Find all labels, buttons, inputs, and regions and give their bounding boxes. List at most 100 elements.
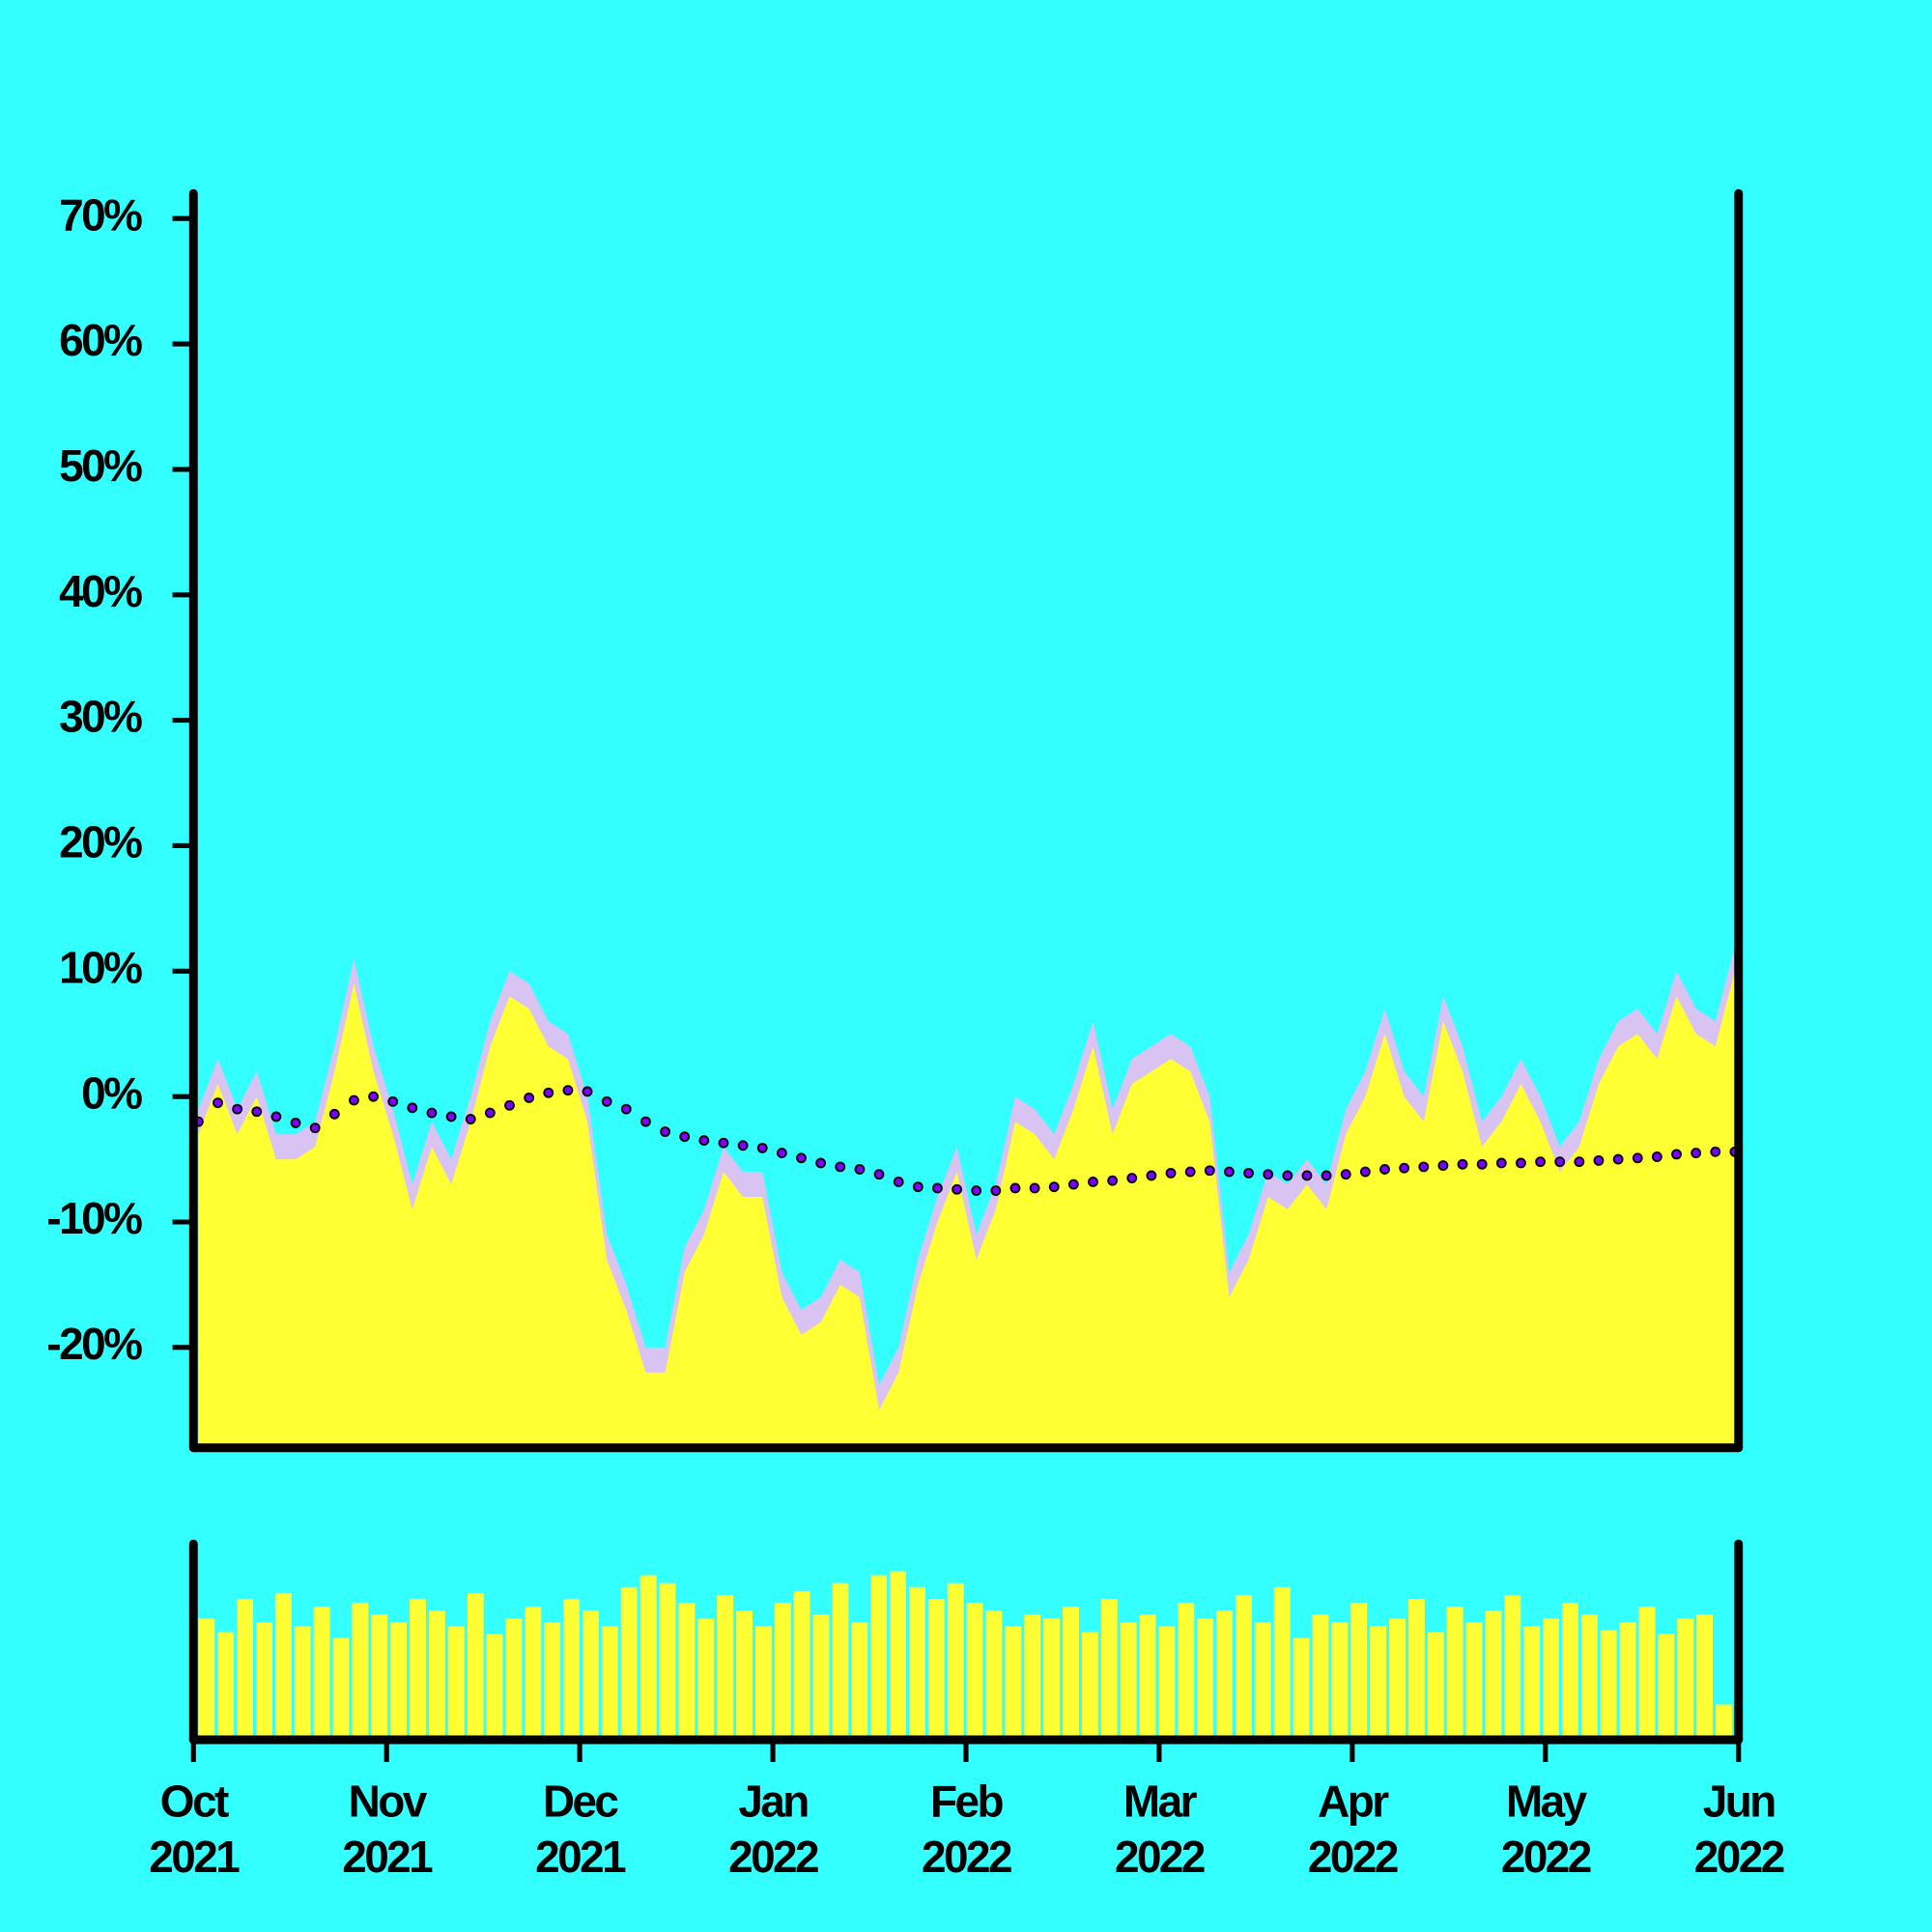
volume-bar [870,1575,888,1741]
average-dot [640,1116,651,1127]
volume-bar [1120,1622,1137,1741]
average-dot [815,1157,827,1169]
volume-bar [525,1606,542,1741]
average-dot [1107,1175,1119,1186]
average-dot [1457,1158,1468,1170]
average-dot [679,1131,691,1143]
volume-bar [410,1599,426,1741]
volume-bar [620,1586,638,1741]
average-dot [1263,1169,1274,1180]
volume-bar [1696,1614,1714,1741]
volume-bar [639,1575,657,1741]
average-dot [1204,1165,1215,1177]
average-dot [309,1122,321,1134]
average-dot [620,1103,632,1115]
average-dot [1029,1182,1040,1194]
price-panel: -20% -10% 0% 10% 20% 30% 40% 50% 60% 70% [46,189,1741,1448]
x-tick-label: 2021 [535,1832,626,1882]
volume-bar [1561,1603,1578,1741]
volume-bar [390,1622,408,1741]
volume-bar [1504,1594,1521,1741]
average-dot [756,1142,768,1153]
x-tick-label: 2022 [1694,1832,1784,1882]
volume-bar [851,1622,868,1741]
average-dot [270,1111,282,1122]
y-tick-label: 20% [59,817,142,867]
average-dot [796,1152,807,1164]
x-tick-label: Oct [160,1776,229,1827]
x-tick-label: 2022 [728,1832,818,1882]
average-dot [290,1118,301,1128]
y-tick-label: 0% [81,1067,142,1118]
volume-bar [1063,1606,1079,1741]
average-dot [1516,1157,1526,1169]
volume-bar [659,1582,676,1741]
y-tick-label: 40% [59,566,142,616]
x-tick-label: May [1506,1776,1588,1827]
volume-bar [1139,1614,1156,1741]
y-tick-label: 10% [59,942,142,992]
average-dot [893,1177,904,1187]
volume-bar [1081,1632,1098,1741]
x-tick-label: 2022 [1115,1832,1205,1882]
average-dot [1184,1166,1196,1178]
volume-bar [467,1592,484,1741]
average-dot [952,1183,962,1195]
average-dot [407,1102,418,1114]
average-dot [543,1087,554,1098]
average-dot [1437,1160,1449,1171]
average-dot [1399,1162,1410,1174]
average-dot [835,1161,846,1173]
volume-bar [1312,1614,1329,1741]
volume-bar [1024,1614,1041,1741]
y-tick-label: 30% [59,692,142,742]
volume-bar [947,1582,964,1741]
volume-bar [1331,1622,1349,1741]
average-dot [484,1107,496,1119]
volume-bar [1619,1622,1636,1741]
volume-bar [1216,1610,1234,1741]
average-dot [524,1093,535,1103]
average-dot [1671,1149,1682,1160]
volume-bar [890,1571,907,1741]
average-dot [1321,1170,1332,1181]
volume-bar [832,1582,849,1741]
volume-bar [736,1610,753,1741]
volume-bar [1427,1632,1444,1741]
volume-bar [1005,1626,1022,1741]
volume-bar [717,1594,734,1741]
volume-bar [198,1618,215,1741]
average-dot [1224,1166,1235,1178]
average-dot [737,1140,749,1151]
volume-bar [1465,1622,1483,1741]
y-tick-label: 60% [59,315,142,365]
volume-bar [1197,1618,1214,1741]
average-dot [1574,1156,1585,1168]
volume-bar [754,1626,772,1741]
volume-bar [927,1599,945,1741]
volume-bar [1677,1618,1694,1741]
x-tick-label: Jun [1703,1776,1775,1827]
volume-bar [1580,1614,1598,1741]
x-tick-label: 2022 [1308,1832,1398,1882]
volume-bar [812,1614,830,1741]
volume-bar [1100,1599,1118,1741]
x-tick-label: Nov [349,1776,428,1827]
x-tick-label: Jan [738,1776,808,1827]
average-dot [1088,1177,1098,1187]
average-dot [232,1103,243,1115]
volume-bar [601,1626,618,1741]
volume-bar [1600,1630,1617,1741]
average-dot [328,1108,340,1120]
average-dot [387,1095,399,1107]
volume-bar [544,1622,561,1741]
average-dot [1301,1170,1313,1181]
volume-bar [256,1622,272,1741]
volume-bar [217,1632,235,1741]
average-dot [1651,1151,1662,1162]
average-dot [426,1107,438,1119]
volume-bar [582,1610,599,1741]
x-tick-label: 2021 [149,1832,240,1882]
average-dot [1710,1146,1721,1157]
volume-bar [332,1637,350,1741]
